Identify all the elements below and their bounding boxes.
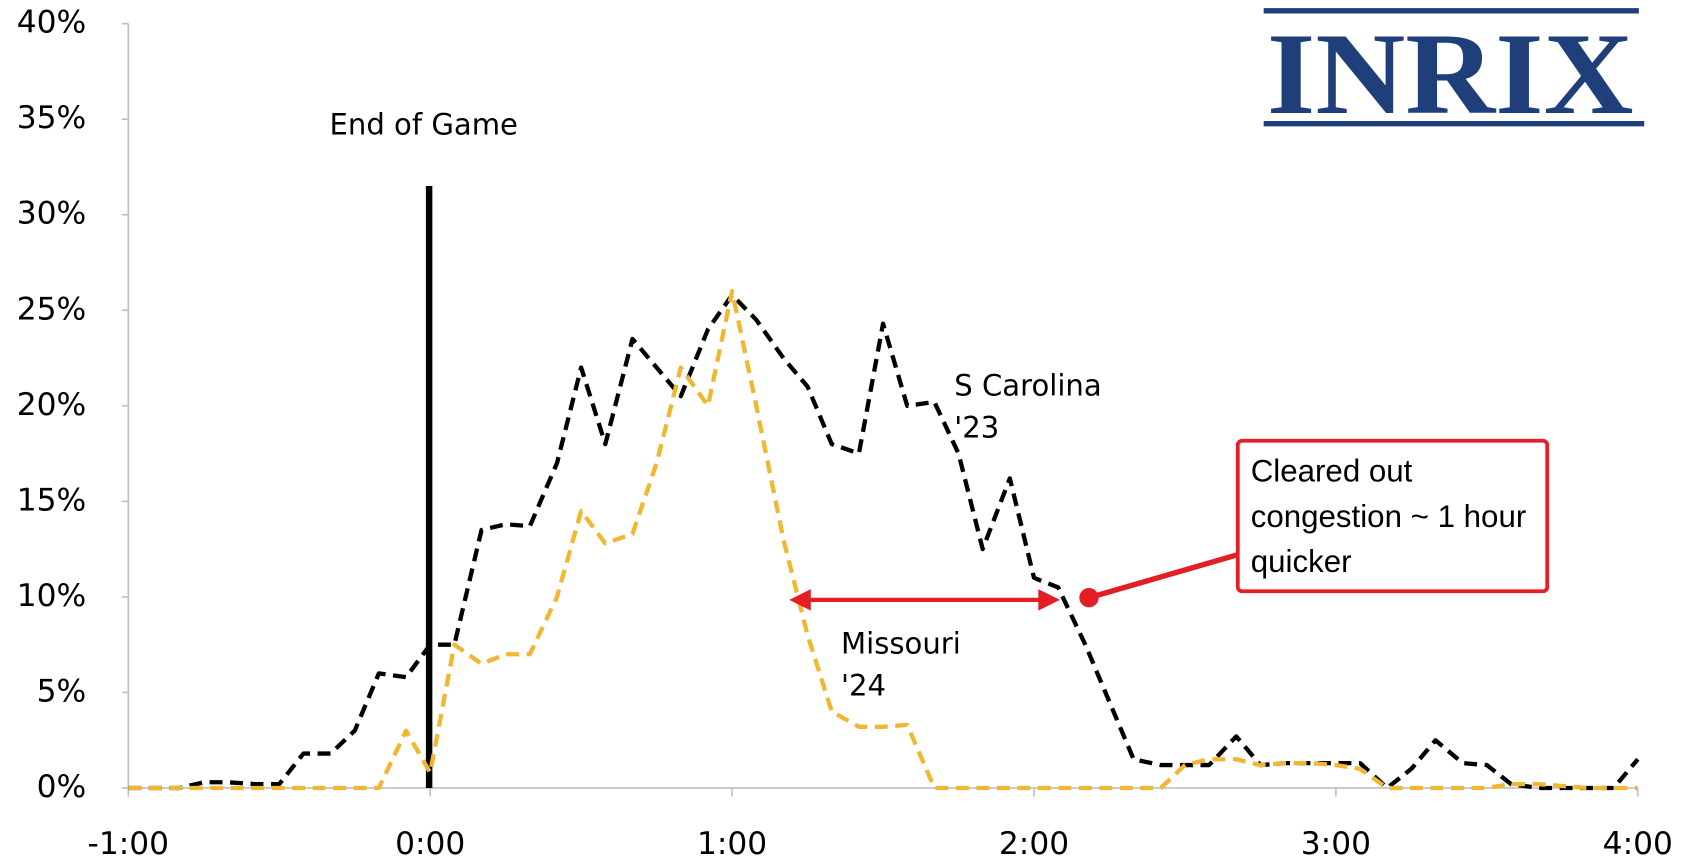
y-tick-label: 20% bbox=[17, 387, 86, 423]
plot: 0% 5% 10% 15% 20% 25% 30% 35% 40% -1:00 0:00 1:00 2:… bbox=[17, 5, 1673, 862]
callout-text-box: Cleared out congestion ~ 1 hour quicker bbox=[1250, 454, 1527, 580]
callout-dot bbox=[1079, 588, 1099, 608]
x-tick-label: 1:00 bbox=[697, 826, 767, 860]
callout-text: Cleared out congestion ~ 1 hour quicker bbox=[1250, 454, 1527, 580]
y-tick-label: 30% bbox=[17, 196, 86, 232]
arrow-head bbox=[1038, 589, 1060, 611]
series-label-box: Missouri '24 bbox=[841, 627, 961, 704]
callout: Cleared out congestion ~ 1 hour quicker bbox=[789, 438, 1550, 611]
series-line bbox=[128, 288, 1638, 791]
series-label-box: S Carolina '23 bbox=[954, 369, 1102, 446]
series-label: Missouri '24 bbox=[841, 627, 961, 704]
series-line bbox=[128, 292, 1640, 791]
x-tick-label: -1:00 bbox=[88, 826, 169, 860]
y-tick-label: 40% bbox=[17, 5, 86, 41]
x-tick-label: 2:00 bbox=[999, 826, 1069, 860]
x-tick-label: 0:00 bbox=[395, 826, 465, 860]
callout-box bbox=[1235, 438, 1550, 594]
y-tick-label: 10% bbox=[17, 578, 86, 614]
arrow-head bbox=[789, 589, 811, 611]
logo-text: INRIX bbox=[1267, 10, 1634, 139]
series-label: S Carolina '23 bbox=[954, 369, 1102, 446]
y-tick-label: 25% bbox=[17, 291, 86, 327]
x-tick-label: 3:00 bbox=[1301, 826, 1371, 860]
y-tick-label: 5% bbox=[37, 673, 87, 709]
x-tick-label: 4:00 bbox=[1603, 826, 1673, 860]
callout-leader bbox=[1088, 552, 1239, 601]
annotation: End of Game bbox=[330, 107, 518, 141]
y-tick-label: 0% bbox=[37, 769, 87, 805]
logo: INRIX bbox=[1263, 8, 1645, 139]
y-tick-label: 35% bbox=[17, 100, 86, 136]
y-tick-label: 15% bbox=[17, 482, 86, 518]
